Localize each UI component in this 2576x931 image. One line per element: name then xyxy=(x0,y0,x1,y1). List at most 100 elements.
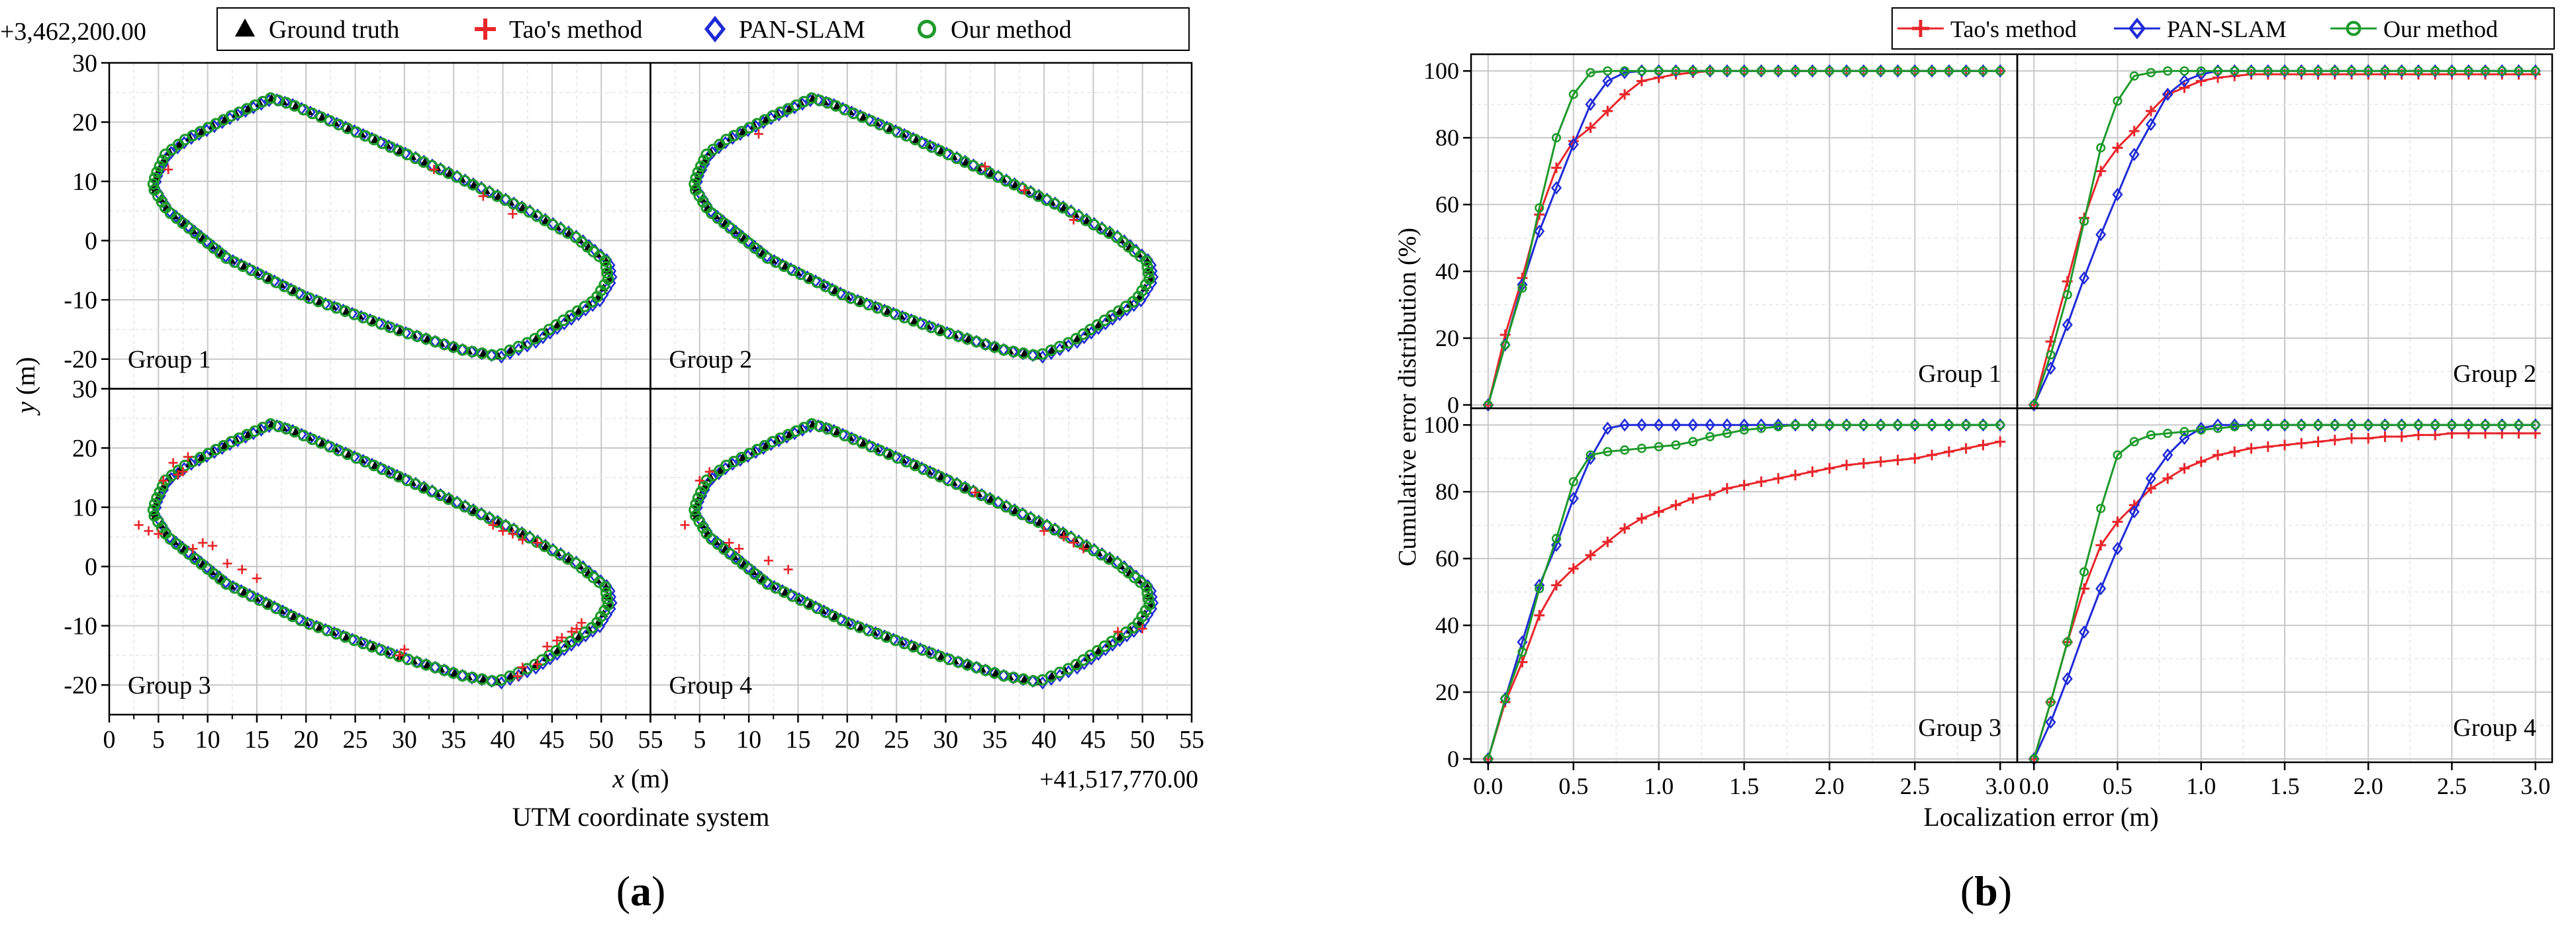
panel-b-series-point xyxy=(2263,66,2273,76)
panel-b-series-point xyxy=(2297,66,2307,76)
panel-b-series-point xyxy=(1619,89,1631,100)
panel-b-series-point xyxy=(1568,563,1579,574)
panel-b-series-point xyxy=(2112,516,2123,527)
panel-b-series-point xyxy=(2179,431,2190,445)
tao-method-point xyxy=(154,529,164,539)
ground-truth-point xyxy=(553,646,562,654)
panel-b-series-point xyxy=(1670,418,1682,432)
ground-truth-point xyxy=(832,101,841,110)
panel-b-series-point xyxy=(1688,437,1698,447)
panel-b-legend-box xyxy=(1891,7,2555,50)
panel-b-series-point xyxy=(1619,418,1631,432)
panel-b-group-label: Group 3 xyxy=(1918,714,2001,742)
panel-b-series-point xyxy=(2079,216,2089,226)
tao-method-point xyxy=(1020,185,1029,195)
panel-a-x-unit: (m) xyxy=(624,764,669,793)
ground-truth-point xyxy=(761,115,771,124)
tao-method-point xyxy=(173,470,183,480)
tao-method-point xyxy=(399,644,409,654)
tao-method-point xyxy=(518,662,528,672)
panel-b-x-tick-label: 2.5 xyxy=(2437,773,2467,799)
panel-b-x-tick-label: 3.0 xyxy=(2520,773,2550,799)
panel-b-x-tick-label: 0.5 xyxy=(2103,773,2132,799)
ground-truth-point xyxy=(574,306,583,315)
ground-truth-point xyxy=(910,642,919,650)
panel-b-series-point xyxy=(2112,541,2123,556)
ground-truth-point xyxy=(220,115,229,124)
ground-truth-point xyxy=(937,652,946,660)
panel-b-series-point xyxy=(1893,66,1903,76)
tao-method-point xyxy=(134,520,144,530)
panel-b-series-point xyxy=(1756,423,1766,433)
our-method-point xyxy=(689,178,700,190)
panel-b-series-point xyxy=(2078,271,2090,285)
panel-b-series-point xyxy=(2113,96,2123,106)
panel-a-y-tick-label: 0 xyxy=(85,553,97,581)
panel-b-data xyxy=(1482,64,2541,766)
panel-b-group-4-data xyxy=(2028,418,2541,766)
panel-b-series-point xyxy=(2447,66,2457,76)
tao-method-point xyxy=(577,618,587,628)
panel-b-series-point xyxy=(2096,504,2106,513)
tao-method-point xyxy=(488,520,498,530)
panel-a-legend-label: Ground truth xyxy=(269,16,399,44)
ground-truth-point xyxy=(856,623,865,631)
panel-b-series-point xyxy=(2062,290,2072,300)
panel-b-series-point xyxy=(1688,418,1699,432)
panel-b-x-tick-label: 2.5 xyxy=(1900,773,1930,799)
panel-b-series-point xyxy=(2230,66,2240,76)
panel-a-y-tick-label: -10 xyxy=(64,287,97,314)
panel-b-series-point xyxy=(1636,418,1647,432)
panel-b-series-point xyxy=(1739,480,1750,491)
panel-a-group-label: Group 3 xyxy=(128,672,211,699)
panel-b-series-point xyxy=(1568,138,1579,152)
ground-truth-point xyxy=(395,326,405,334)
our-method-point xyxy=(599,581,611,593)
tao-method-point xyxy=(567,627,577,637)
panel-b-series-point xyxy=(2480,66,2491,76)
panel-b-legend-marker xyxy=(1912,20,1929,37)
our-method-point xyxy=(148,172,161,184)
panel-b-series-point xyxy=(2162,87,2173,101)
panel-b-caption: (b) xyxy=(1960,867,2012,914)
panel-b-series-point xyxy=(1944,66,1954,76)
panel-a-x-tick-label: 20 xyxy=(293,726,318,754)
panel-b-series-point xyxy=(1603,447,1613,457)
ground-truth-point xyxy=(368,316,378,325)
panel-b-series-point xyxy=(1534,609,1545,621)
panel-b-legend: Tao's method PAN-SLAM Our method xyxy=(1891,7,2555,50)
ground-truth-point xyxy=(342,306,351,315)
ground-truth-point xyxy=(531,334,541,343)
panel-b-x-tick-label: 1.5 xyxy=(1729,773,1759,799)
panel-b-group-label: Group 1 xyxy=(1918,360,2001,388)
panel-b-series-point xyxy=(2162,448,2173,462)
ground-truth-point xyxy=(314,623,324,631)
panel-a-x-tick-label: 10 xyxy=(736,726,761,754)
ground-truth-point xyxy=(991,343,1000,351)
panel-a-x-tick-label: 55 xyxy=(1179,726,1204,754)
panel-a-x-tick-label: 25 xyxy=(343,726,368,754)
panel-b-series-point xyxy=(1774,66,1784,76)
panel-b-series-point xyxy=(2380,66,2390,76)
panel-a-group-label: Group 1 xyxy=(128,346,211,374)
panel-b-series-point xyxy=(2346,420,2357,430)
panel-b-series-point xyxy=(1739,66,1749,76)
panel-b-series-point xyxy=(1535,203,1545,213)
panel-b-y-tick-label: 80 xyxy=(1435,478,1459,505)
panel-b-series-point xyxy=(2095,165,2107,177)
panel-b-series-point xyxy=(1550,181,1562,195)
our-method-point xyxy=(690,172,702,184)
tao-method-point xyxy=(1069,215,1078,225)
panel-b-series-point xyxy=(1586,67,1596,77)
panel-b-series-point xyxy=(1637,443,1646,453)
panel-b-series-point xyxy=(1927,420,1937,430)
our-method-point xyxy=(148,184,160,196)
panel-b-series-point xyxy=(1789,469,1801,480)
panel-b-grid xyxy=(1471,54,2552,762)
tao-method-point xyxy=(395,650,405,660)
panel-a-group-4-data xyxy=(680,418,1159,690)
panel-a-x-tick-label: 45 xyxy=(1080,726,1106,754)
panel-b-y-tick-label: 60 xyxy=(1435,191,1459,218)
panel-b-series-point xyxy=(2363,420,2373,430)
ground-truth-point xyxy=(344,449,354,458)
